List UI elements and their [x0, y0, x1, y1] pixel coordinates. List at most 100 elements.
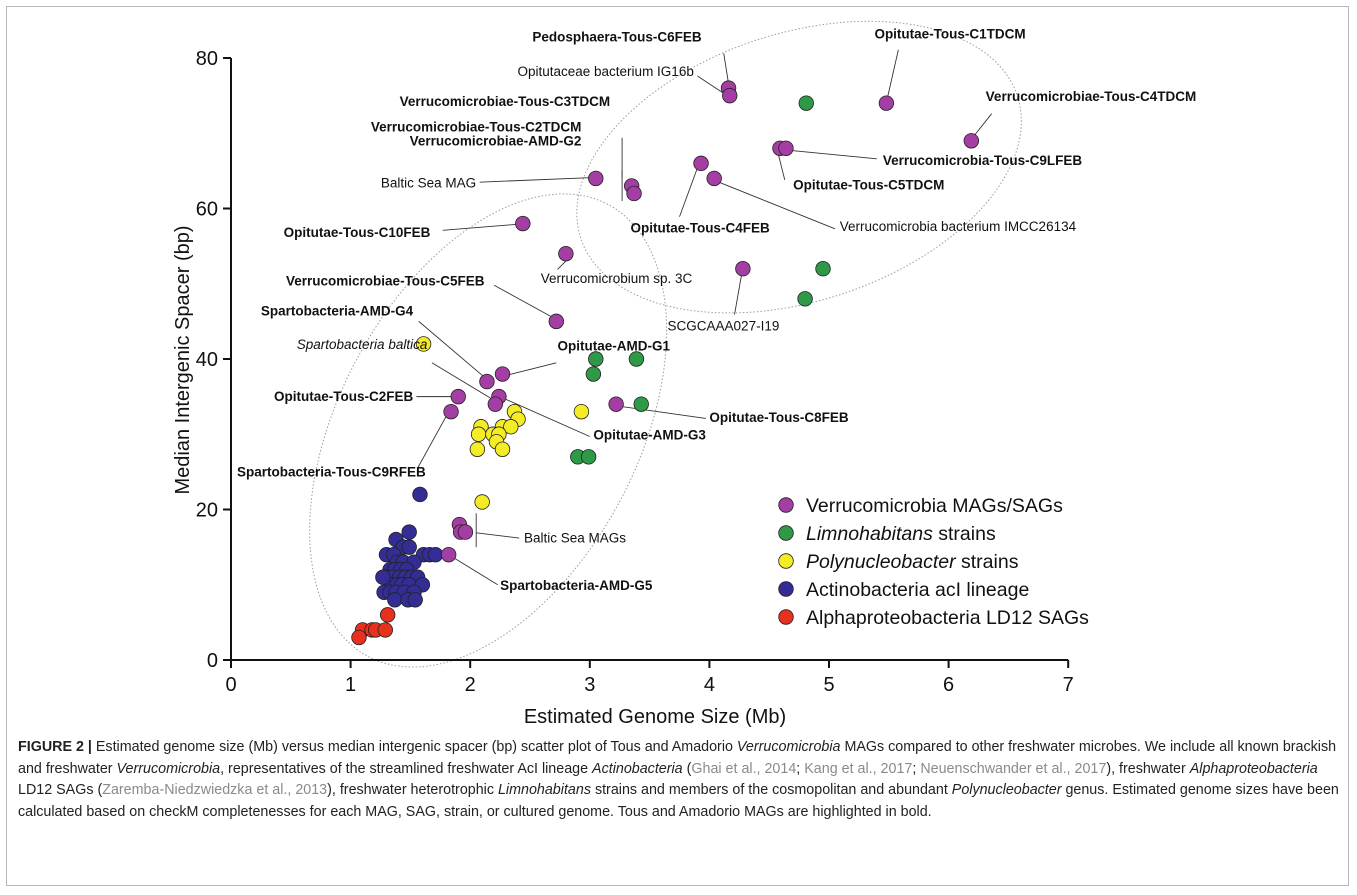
- point-label: Opitutae-Tous-C4FEB: [630, 221, 769, 236]
- point-label: Verrucomicrobium sp. 3C: [541, 271, 693, 286]
- point-label: Opitutae-Tous-C1TDCM: [874, 26, 1025, 41]
- point-label: Spartobacteria-AMD-G4: [261, 303, 414, 318]
- point-label: Opitutaceae bacterium IG16b: [517, 64, 693, 79]
- point-label: Baltic Sea MAG: [381, 175, 476, 190]
- scatter-chart: 0 1 2 3 4 5 6 7 0 20 40 60 80 Pedosphaera-Tous-C6FEB…: [172, 20, 1196, 728]
- point-label: Opitutae-Tous-C8FEB: [709, 410, 848, 425]
- caption-reference[interactable]: Zaremba-Niedzwiedzka et al., 2013: [102, 782, 328, 799]
- x-tick-label: 7: [1063, 674, 1074, 696]
- point-label: Verrucomicrobiae-Tous-C4TDCM: [986, 89, 1197, 104]
- data-point-limnohabitans: [588, 351, 604, 367]
- data-point-actinobacteria: [401, 539, 417, 555]
- caption-text: Estimated genome size (Mb) versus median…: [91, 739, 737, 755]
- data-point-verrucomicrobia: [963, 133, 980, 149]
- y-tick-label: 80: [196, 48, 218, 70]
- data-point-polynucleobacter: [573, 403, 590, 420]
- leader-line: [417, 415, 447, 469]
- y-tick-label: 20: [196, 500, 218, 522]
- data-point-verrucomicrobia: [588, 170, 604, 187]
- legend-label: Alphaproteobacteria LD12 SAGs: [806, 607, 1089, 629]
- legend-label: Actinobacteria acI lineage: [806, 579, 1029, 601]
- data-point-verrucomicrobia: [494, 366, 511, 382]
- caption-text: LD12 SAGs (: [18, 782, 103, 799]
- data-point-actinobacteria: [427, 546, 444, 563]
- data-point-verrucomicrobia: [626, 185, 642, 202]
- data-point-actinobacteria: [375, 569, 391, 585]
- y-tick-label: 0: [207, 650, 218, 672]
- point-label: Baltic Sea MAGs: [524, 531, 626, 546]
- caption-taxon: Alphaproteobacteria: [1189, 760, 1318, 777]
- legend-label-rest: strains: [956, 551, 1019, 573]
- leader-line: [504, 398, 590, 437]
- x-tick-label: 5: [823, 674, 834, 696]
- data-point-verrucomicrobia: [778, 140, 794, 157]
- data-point-verrucomicrobia: [558, 245, 574, 262]
- data-point-verrucomicrobia: [693, 155, 709, 172]
- point-label: Verrucomicrobiae-Tous-C3TDCM: [400, 94, 611, 109]
- x-tick-label: 2: [465, 674, 476, 696]
- leader-line: [777, 151, 786, 181]
- data-point-actinobacteria: [387, 592, 403, 608]
- x-tick-label: 3: [584, 674, 595, 696]
- x-axis-label: Estimated Genome Size (Mb): [524, 706, 786, 728]
- point-labels: Pedosphaera-Tous-C6FEB Opitutae-Tous-C1TD…: [237, 26, 1196, 593]
- point-label: Pedosphaera-Tous-C6FEB: [532, 29, 702, 44]
- point-label: Verrucomicrobiae-AMD-G2: [410, 133, 582, 148]
- point-label: Opitutae-AMD-G3: [593, 428, 706, 443]
- figure-caption: FIGURE 2 | Estimated genome size (Mb) ve…: [18, 737, 1343, 823]
- caption-reference[interactable]: Kang et al., 2017: [804, 760, 913, 777]
- point-label: Opitutae-AMD-G1: [558, 339, 671, 354]
- legend: Verrucomicrobia MAGs/SAGs Limnohabitans s…: [778, 495, 1089, 629]
- legend-label: Limnohabitans strains: [806, 523, 996, 545]
- legend-label: Polynucleobacter strains: [806, 551, 1019, 573]
- caption-text: strains and members of the cosmopolitan …: [590, 782, 952, 799]
- data-point-polynucleobacter: [474, 494, 490, 510]
- leader-line: [887, 49, 899, 98]
- x-tick-label: 4: [704, 674, 715, 696]
- data-point-verrucomicrobia: [878, 95, 895, 111]
- data-point-polynucleobacter: [470, 426, 487, 442]
- data-point-polynucleobacter: [503, 419, 519, 435]
- data-point-alphaproteobacteria: [377, 622, 393, 638]
- axes: 0 1 2 3 4 5 6 7 0 20 40 60 80: [196, 48, 1074, 696]
- data-point-verrucomicrobia: [479, 373, 495, 390]
- leader-line: [791, 150, 877, 160]
- leader-line: [734, 273, 743, 315]
- legend-label: Verrucomicrobia MAGs/SAGs: [806, 495, 1063, 517]
- leader-line: [723, 53, 729, 84]
- cluster-ellipse: [309, 193, 668, 668]
- point-label: SCGCAAA027-I19: [668, 318, 780, 333]
- caption-reference[interactable]: Ghai et al., 2014: [691, 760, 797, 777]
- data-point-limnohabitans: [580, 449, 597, 465]
- legend-marker: [778, 609, 794, 625]
- data-point-verrucomicrobia: [722, 87, 738, 104]
- y-axis-label: Median Intergenic Spacer (bp): [172, 225, 194, 494]
- data-point-actinobacteria: [401, 524, 417, 540]
- data-point-limnohabitans: [815, 261, 831, 277]
- cluster-ellipse: [576, 20, 1022, 314]
- leader-line: [431, 362, 491, 399]
- caption-taxon: Limnohabitans: [497, 782, 591, 799]
- point-label: Spartobacteria-Tous-C9RFEB: [237, 464, 426, 479]
- caption-reference[interactable]: Neuenschwander et al., 2017: [920, 760, 1107, 777]
- data-point-polynucleobacter: [415, 336, 432, 352]
- leader-line: [476, 532, 520, 539]
- legend-label-taxon: Polynucleobacter: [806, 551, 957, 573]
- data-point-verrucomicrobia: [706, 170, 722, 187]
- data-point-alphaproteobacteria: [379, 607, 396, 623]
- figure-frame: [6, 6, 1349, 886]
- data-point-actinobacteria: [412, 486, 428, 503]
- leader-line: [718, 181, 836, 230]
- legend-marker: [778, 581, 794, 597]
- caption-text: ), freshwater: [1106, 760, 1190, 777]
- data-point-verrucomicrobia: [548, 313, 565, 330]
- data-point-verrucomicrobia: [450, 388, 466, 405]
- legend-label-taxon: Limnohabitans: [806, 523, 933, 545]
- data-point-verrucomicrobia: [443, 403, 459, 420]
- data-point-limnohabitans: [798, 95, 814, 111]
- data-points: [351, 80, 980, 646]
- legend-marker: [778, 525, 794, 541]
- caption-text: MAGs compared to other freshwater microb…: [18, 739, 1337, 777]
- data-point-verrucomicrobia: [608, 396, 624, 412]
- caption-taxon: Actinobacteria: [592, 760, 683, 777]
